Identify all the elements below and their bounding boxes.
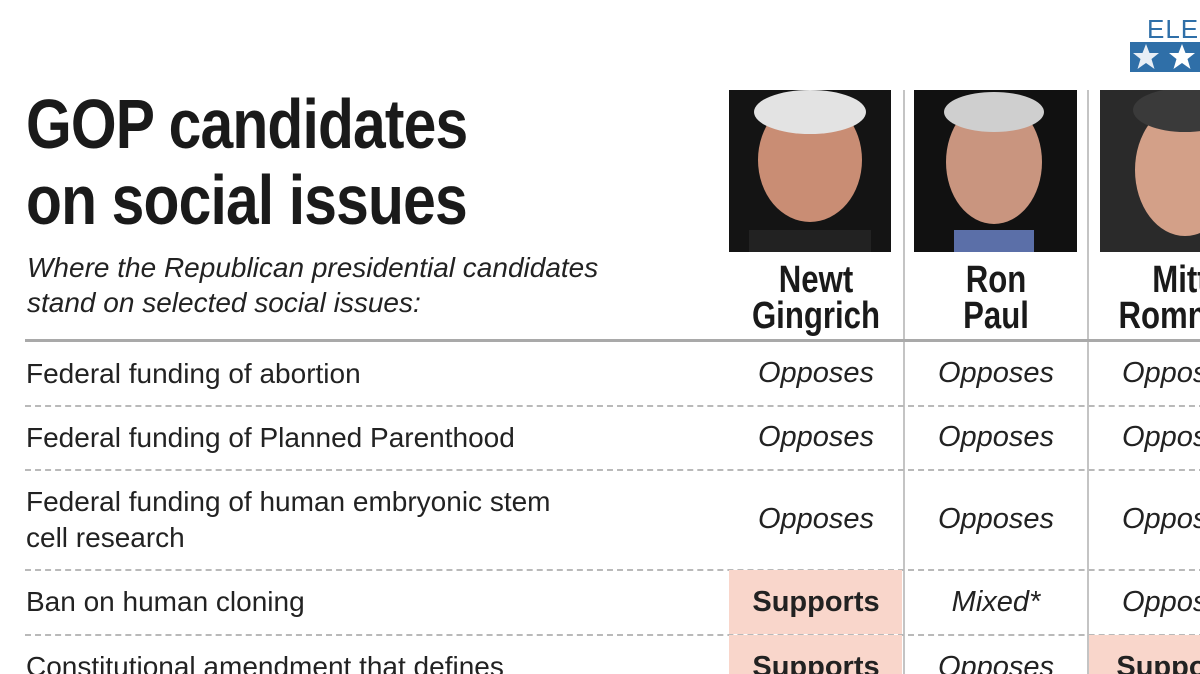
row-separator (25, 569, 1200, 571)
photo (914, 90, 1077, 252)
photo (729, 90, 891, 252)
cell: Opposes (1121, 357, 1200, 389)
issue-line: Constitutional amendment that defines (26, 651, 504, 674)
subtitle-line: stand on selected social issues: (27, 287, 421, 318)
issue-line: Ban on human cloning (26, 586, 305, 617)
name-line: Romney (1118, 295, 1200, 337)
cell: Supports (1116, 650, 1200, 674)
candidate-name: Ron Paul (921, 259, 1070, 337)
cell: Opposes (1121, 503, 1200, 535)
header-rule (25, 339, 1200, 342)
row-separator (25, 469, 1200, 471)
name-line: Newt (778, 259, 854, 301)
cell: Supports (752, 650, 880, 674)
issue: Constitutional amendment that defines (26, 649, 716, 674)
cell: Opposes (937, 421, 1055, 453)
title-line: on social issues (26, 161, 468, 239)
cell-highlight (1089, 635, 1200, 674)
name-line: Paul (963, 295, 1029, 337)
subtitle: Where the Republican presidential candid… (27, 250, 707, 320)
cell: Opposes (757, 421, 875, 453)
cell: Opposes (937, 503, 1055, 535)
issue: Federal funding of Planned Parenthood (26, 420, 716, 456)
issue-line: Federal funding of Planned Parenthood (26, 421, 515, 453)
issue-line: Federal funding of human embryonic stem (26, 485, 551, 517)
issue-line: cell research (26, 521, 185, 553)
name-line: Gingrich (751, 295, 881, 337)
issue: Federal funding of human embryonic stem c… (26, 484, 716, 556)
column-divider (903, 90, 905, 674)
cell: Opposes (757, 503, 875, 535)
cell: Mixed* (951, 585, 1041, 618)
cell: Opposes (937, 650, 1055, 674)
name-line: Ron (965, 259, 1027, 301)
cell-highlight (729, 570, 902, 634)
candidate-name: Newt Gingrich (745, 259, 888, 337)
cell: Opposes (937, 357, 1055, 389)
row-separator (25, 634, 1200, 636)
cell: Opposes (757, 357, 875, 389)
cell-highlight (729, 635, 902, 674)
logo-stars (1130, 42, 1200, 72)
issue: Federal funding of abortion (26, 356, 716, 392)
issue-line: Federal funding of abortion (26, 357, 361, 389)
photo (1100, 90, 1200, 252)
candidate-name: MittRomney (1105, 259, 1200, 337)
subtitle-line: Where the Republican presidential candid… (27, 252, 599, 283)
logo-text: ELEC (1147, 14, 1200, 44)
issue: Ban on human cloning (26, 584, 716, 620)
cell: Opposes (1121, 421, 1200, 453)
title-line: GOP candidates (26, 85, 468, 163)
row-separator (25, 405, 1200, 407)
name-line: Mitt (1152, 259, 1200, 301)
cell: Supports (752, 585, 880, 618)
title: GOP candidates on social issues (26, 85, 468, 239)
cell: Opposes (1121, 585, 1200, 618)
column-divider (1087, 90, 1089, 674)
